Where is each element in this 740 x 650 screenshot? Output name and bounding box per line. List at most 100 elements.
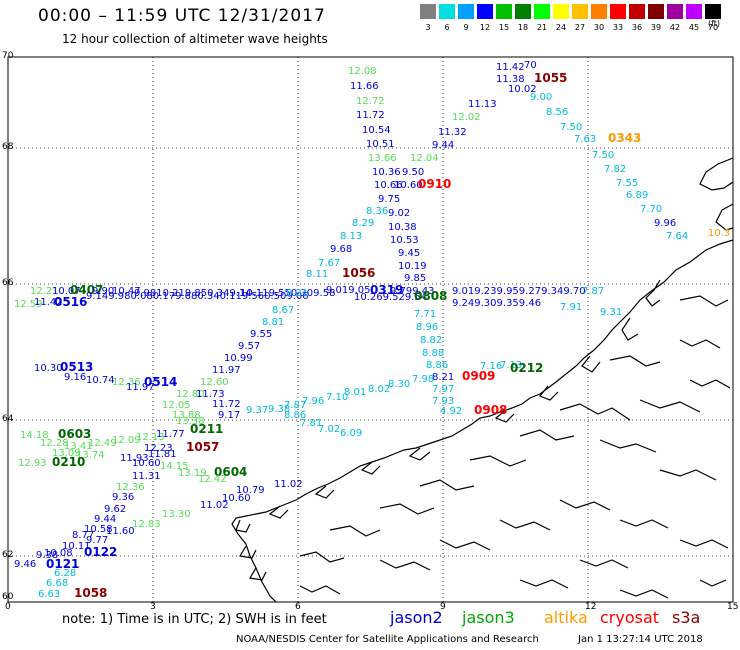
wave-height-label: 9.57	[238, 341, 260, 352]
pass-time-label: 0121	[46, 557, 79, 571]
wave-height-label: 13.38	[176, 416, 205, 427]
satellite-jason2: jason2	[390, 608, 443, 627]
lon-tick-label: 0	[5, 602, 11, 612]
wave-height-label: 10.19	[398, 261, 427, 272]
satellite-jason3: jason3	[462, 608, 515, 627]
wave-height-label: 12.80	[176, 389, 205, 400]
pass-time-label: 0808	[414, 289, 447, 303]
wave-height-label: 9.019.05	[326, 285, 371, 296]
wave-height-label: 11.42	[34, 297, 63, 308]
wave-height-label: 10.47	[112, 286, 141, 297]
wave-height-label: 6.28	[54, 568, 76, 579]
wave-height-label: 9.77	[86, 535, 108, 546]
legend-swatch	[515, 4, 531, 19]
wave-height-label: 7.50	[560, 122, 582, 133]
wave-height-label: 9.96	[654, 218, 676, 229]
lon-tick-label: 6	[295, 602, 301, 612]
wave-height-label: 11.13	[468, 99, 497, 110]
wave-height-label: 8.96	[416, 322, 438, 333]
wave-height-label: 10.08	[44, 548, 73, 559]
wave-height-label: 7.16	[480, 361, 502, 372]
wave-height-label: 12.04	[410, 153, 439, 164]
wave-height-label: 9.62	[104, 504, 126, 515]
legend-label: 39	[650, 23, 662, 32]
pass-time-label: 1057	[186, 440, 219, 454]
wave-height-label: 6.63	[38, 589, 60, 600]
wave-height-label: 7.64	[666, 231, 688, 242]
legend-swatch	[458, 4, 474, 19]
wave-height-label: 9.36	[112, 492, 134, 503]
pass-time-label: 0909	[462, 369, 495, 383]
wave-height-label: 10.74	[86, 375, 115, 386]
wave-height-label: 10.60	[394, 180, 423, 191]
wave-height-label: 6.89	[626, 190, 648, 201]
legend-swatch	[439, 4, 455, 19]
legend-swatch	[705, 4, 721, 19]
lon-tick-label: 3	[150, 602, 156, 612]
wave-height-label: 7.91	[560, 302, 582, 313]
wave-height-label: 7.98	[412, 374, 434, 385]
legend-swatch	[420, 4, 436, 19]
wave-height-label: 13.09	[52, 448, 81, 459]
satellite-altika: altika	[544, 608, 588, 627]
wave-height-label: 7.81	[300, 418, 322, 429]
pass-time-label: 0908	[474, 403, 507, 417]
wave-height-label: 10.51	[366, 139, 395, 150]
wave-height-label: 9.38	[36, 550, 58, 561]
page-subtitle: 12 hour collection of altimeter wave hei…	[62, 32, 328, 46]
wave-height-label: 12.13	[136, 432, 165, 443]
wave-height-label: 12.83	[132, 519, 161, 530]
pass-time-label: 0343	[608, 131, 641, 145]
legend-label: 70	[707, 23, 719, 32]
wave-height-label: 12.72	[356, 96, 385, 107]
wave-height-label: 7.55	[616, 178, 638, 189]
wave-height-label: 8.88	[422, 348, 444, 359]
wave-height-label: 10.58	[84, 524, 113, 535]
wave-height-label: 70	[524, 60, 537, 71]
pass-time-label: 1058	[74, 586, 107, 600]
legend-label: 3	[425, 23, 431, 32]
wave-height-label: 9.85	[404, 273, 426, 284]
wave-height-label: 12.09	[112, 435, 141, 446]
wave-height-label: 10.36	[372, 167, 401, 178]
legend-swatch	[610, 4, 626, 19]
graticule	[8, 57, 733, 602]
wave-height-label: 11.97	[212, 365, 241, 376]
pass-time-label: 0211	[190, 422, 223, 436]
legend-label: 45	[688, 23, 700, 32]
wave-height-label: 11.42	[496, 62, 525, 73]
legend-label: 12	[479, 23, 491, 32]
wave-height-label: 12.36	[112, 377, 141, 388]
wave-height-label: 8.56	[546, 107, 568, 118]
wave-height-label: 8.77	[72, 530, 94, 541]
legend-swatch	[553, 4, 569, 19]
legend-label: 6	[444, 23, 450, 32]
wave-height-label: 12.02	[452, 112, 481, 123]
legend-swatch	[572, 4, 588, 19]
wave-height-label: 12.49	[88, 438, 117, 449]
wave-height-label: 12.93	[18, 458, 47, 469]
wave-height-label: 7.10	[326, 392, 348, 403]
legend-label: 33	[612, 23, 624, 32]
wave-height-label: 7.63	[574, 134, 596, 145]
lat-tick-label: 60	[2, 592, 14, 602]
legend-swatch	[667, 4, 683, 19]
wave-height-label: 9.17	[218, 410, 240, 421]
wave-height-label: 11.72	[356, 110, 385, 121]
legend-swatch	[648, 4, 664, 19]
lat-tick-label: 68	[2, 142, 14, 152]
wave-height-label: 9.019.239.959.279.349.70	[452, 286, 586, 297]
wave-height-label: 9.02	[388, 208, 410, 219]
wave-height-label: 9.16	[64, 372, 86, 383]
pass-time-label: 0513	[60, 360, 93, 374]
legend-unit: (ft)	[708, 19, 721, 28]
wave-height-label: 10.11	[62, 541, 91, 552]
wave-height-label: 7.93	[432, 396, 454, 407]
wave-height-label: 11.02	[274, 479, 303, 490]
wave-height-label: 12.28	[40, 438, 69, 449]
wave-height-label: 8.36	[366, 206, 388, 217]
wave-height-label: 10.79	[236, 485, 265, 496]
wave-height-label: 8.86	[426, 360, 448, 371]
pass-time-label: 0910	[418, 177, 451, 191]
wave-height-label: 8.29	[352, 218, 374, 229]
